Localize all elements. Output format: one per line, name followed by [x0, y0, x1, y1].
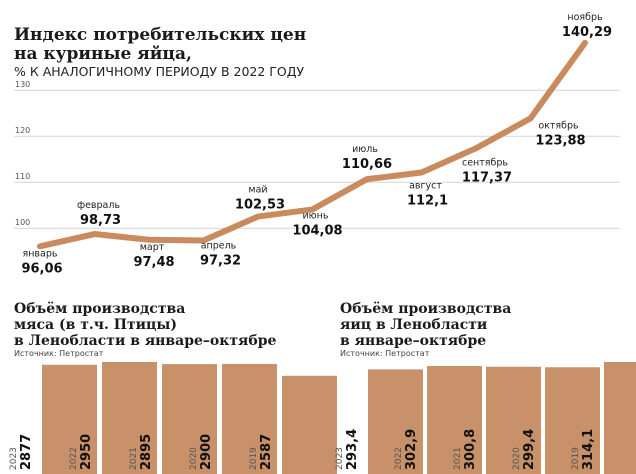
month-label: март — [140, 242, 165, 253]
year-label: 2021 — [129, 447, 139, 470]
bar-value-label: 293,4 — [345, 429, 360, 470]
chart-title: на куриные яйца, — [14, 44, 192, 64]
chart-title: Объём производства — [340, 301, 511, 317]
bar — [102, 362, 157, 474]
year-label: 2020 — [512, 447, 522, 470]
year-label: 2022 — [394, 447, 404, 470]
chart-title: в январе–октябре — [340, 333, 486, 349]
year-label: 2020 — [189, 447, 199, 470]
bar — [162, 364, 217, 474]
year-label: 2021 — [453, 447, 463, 470]
value-label: 97,32 — [200, 254, 241, 269]
source: Источник: Петростат — [14, 349, 104, 358]
month-label: ноябрь — [567, 12, 603, 23]
month-label: февраль — [77, 200, 120, 211]
month-label: май — [248, 185, 267, 196]
bar — [368, 369, 423, 474]
value-label: 112,1 — [407, 194, 448, 209]
chart-title: Индекс потребительских цен — [14, 25, 306, 45]
chart-title: Объём производства — [14, 301, 185, 317]
bar-value-label: 2587 — [259, 434, 274, 470]
chart-subtitle: % К АНАЛОГИЧНОМУ ПЕРИОДУ В 2022 ГОДУ — [14, 64, 305, 79]
value-label: 140,29 — [562, 25, 612, 40]
y-tick-label: 110 — [15, 172, 30, 181]
value-label: 102,53 — [235, 198, 285, 213]
bar-value-label: 2877 — [19, 434, 34, 470]
value-label: 110,66 — [342, 157, 392, 172]
month-label: январь — [23, 248, 58, 259]
bar — [486, 366, 541, 474]
month-label: август — [409, 181, 442, 192]
bar-value-label: 300,8 — [463, 429, 478, 470]
bar-value-label: 314,1 — [581, 429, 596, 470]
month-label: июнь — [303, 210, 329, 221]
year-label: 2022 — [69, 447, 79, 470]
year-label: 2023 — [9, 447, 19, 470]
bar-value-label: 2900 — [199, 434, 214, 470]
chart-title: в Ленобласти в январе–октябре — [14, 333, 276, 349]
bar-value-label: 2895 — [139, 434, 154, 470]
y-tick-label: 100 — [15, 218, 30, 227]
bar-value-label: 2950 — [79, 434, 94, 470]
bar — [222, 363, 277, 474]
y-tick-label: 120 — [15, 126, 30, 135]
value-label: 117,37 — [462, 170, 512, 185]
chart-title: яиц в Ленобласти — [340, 317, 487, 333]
value-label: 98,73 — [80, 213, 121, 228]
bar — [545, 367, 600, 474]
month-label: октябрь — [538, 120, 579, 131]
source: Источник: Петростат — [340, 349, 430, 358]
line — [37, 39, 588, 250]
bar-value-label: 299,4 — [522, 429, 537, 470]
chart-title: мяса (в т.ч. Птицы) — [14, 317, 177, 333]
value-label: 104,08 — [292, 223, 342, 238]
bar — [282, 375, 337, 474]
bar — [604, 362, 636, 474]
year-label: 2019 — [249, 447, 259, 470]
value-label: 96,06 — [21, 261, 62, 276]
month-label: апрель — [201, 241, 237, 252]
year-label: 2019 — [571, 447, 581, 470]
value-label: 97,48 — [133, 255, 174, 270]
bar-value-label: 302,9 — [404, 429, 419, 470]
year-label: 2023 — [335, 447, 345, 470]
month-label: сентябрь — [462, 157, 508, 168]
bar — [42, 364, 97, 474]
month-label: июль — [352, 144, 378, 155]
bar — [427, 365, 482, 474]
value-label: 123,88 — [535, 133, 585, 148]
y-tick-label: 130 — [15, 80, 30, 89]
